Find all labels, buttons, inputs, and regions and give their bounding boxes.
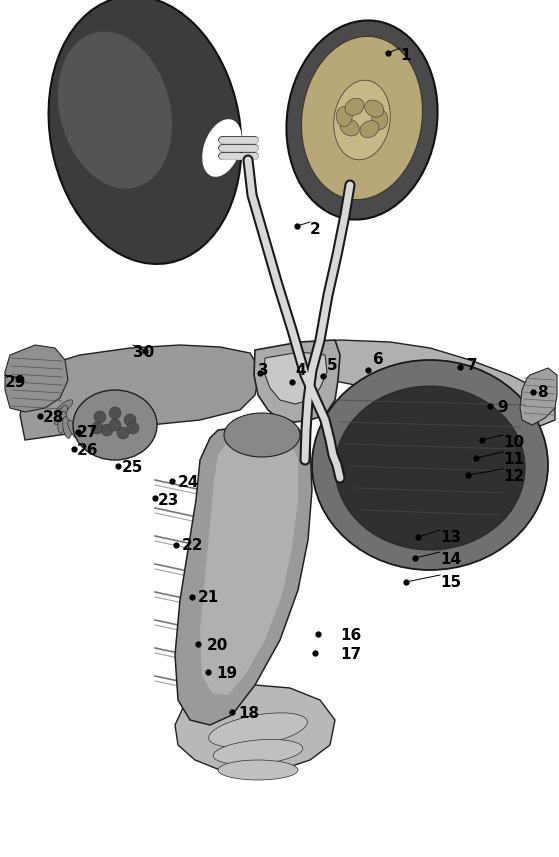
Ellipse shape — [58, 411, 67, 434]
Text: 12: 12 — [503, 469, 524, 484]
Text: 6: 6 — [373, 352, 383, 367]
Ellipse shape — [345, 99, 364, 116]
Ellipse shape — [63, 417, 72, 438]
Ellipse shape — [202, 119, 242, 177]
Text: 9: 9 — [497, 400, 508, 415]
Ellipse shape — [54, 405, 68, 425]
Ellipse shape — [336, 106, 352, 127]
Polygon shape — [200, 440, 298, 695]
Ellipse shape — [286, 21, 438, 219]
Ellipse shape — [55, 400, 73, 415]
Text: 19: 19 — [216, 666, 237, 681]
Ellipse shape — [335, 386, 525, 550]
Text: 24: 24 — [178, 475, 200, 490]
Polygon shape — [175, 685, 335, 773]
Text: 20: 20 — [207, 638, 229, 653]
Text: 28: 28 — [43, 410, 64, 425]
Text: 14: 14 — [440, 552, 461, 567]
Text: 18: 18 — [238, 706, 259, 721]
Text: 15: 15 — [440, 575, 461, 590]
Text: 29: 29 — [5, 375, 26, 390]
Ellipse shape — [218, 760, 298, 780]
Ellipse shape — [365, 100, 384, 117]
Ellipse shape — [340, 119, 359, 136]
Ellipse shape — [209, 713, 307, 747]
Ellipse shape — [68, 420, 80, 440]
Polygon shape — [520, 368, 557, 425]
Text: 25: 25 — [122, 460, 143, 475]
Polygon shape — [5, 345, 68, 412]
Ellipse shape — [312, 360, 548, 570]
Text: 27: 27 — [77, 425, 98, 440]
Ellipse shape — [49, 0, 241, 264]
Ellipse shape — [224, 413, 300, 457]
Text: 16: 16 — [340, 628, 361, 643]
Text: 26: 26 — [77, 443, 98, 458]
Text: 3: 3 — [258, 363, 269, 378]
Text: 21: 21 — [198, 590, 219, 605]
Ellipse shape — [127, 422, 139, 434]
Polygon shape — [264, 352, 327, 404]
Text: 7: 7 — [467, 358, 477, 373]
Text: 17: 17 — [340, 647, 361, 662]
Polygon shape — [254, 340, 340, 422]
Ellipse shape — [117, 427, 129, 439]
Ellipse shape — [124, 414, 136, 426]
Text: 5: 5 — [327, 358, 338, 373]
Ellipse shape — [91, 422, 103, 434]
Text: 22: 22 — [182, 538, 203, 553]
Ellipse shape — [372, 110, 388, 129]
Ellipse shape — [94, 411, 106, 423]
Polygon shape — [20, 345, 260, 440]
Ellipse shape — [334, 81, 390, 159]
Ellipse shape — [73, 390, 157, 460]
Ellipse shape — [58, 32, 172, 189]
Text: 4: 4 — [295, 363, 306, 378]
Text: 10: 10 — [503, 435, 524, 450]
Text: 23: 23 — [158, 493, 179, 508]
Text: 1: 1 — [400, 48, 410, 63]
Text: 13: 13 — [440, 530, 461, 545]
Text: 11: 11 — [503, 452, 524, 467]
Ellipse shape — [101, 424, 113, 436]
Text: 30: 30 — [133, 345, 154, 360]
Ellipse shape — [301, 36, 423, 200]
Polygon shape — [293, 340, 555, 428]
Ellipse shape — [360, 121, 379, 138]
Ellipse shape — [109, 407, 121, 419]
Polygon shape — [175, 425, 312, 725]
Ellipse shape — [213, 740, 303, 764]
Ellipse shape — [109, 419, 121, 431]
Text: 2: 2 — [310, 222, 321, 237]
Text: 8: 8 — [537, 385, 548, 400]
